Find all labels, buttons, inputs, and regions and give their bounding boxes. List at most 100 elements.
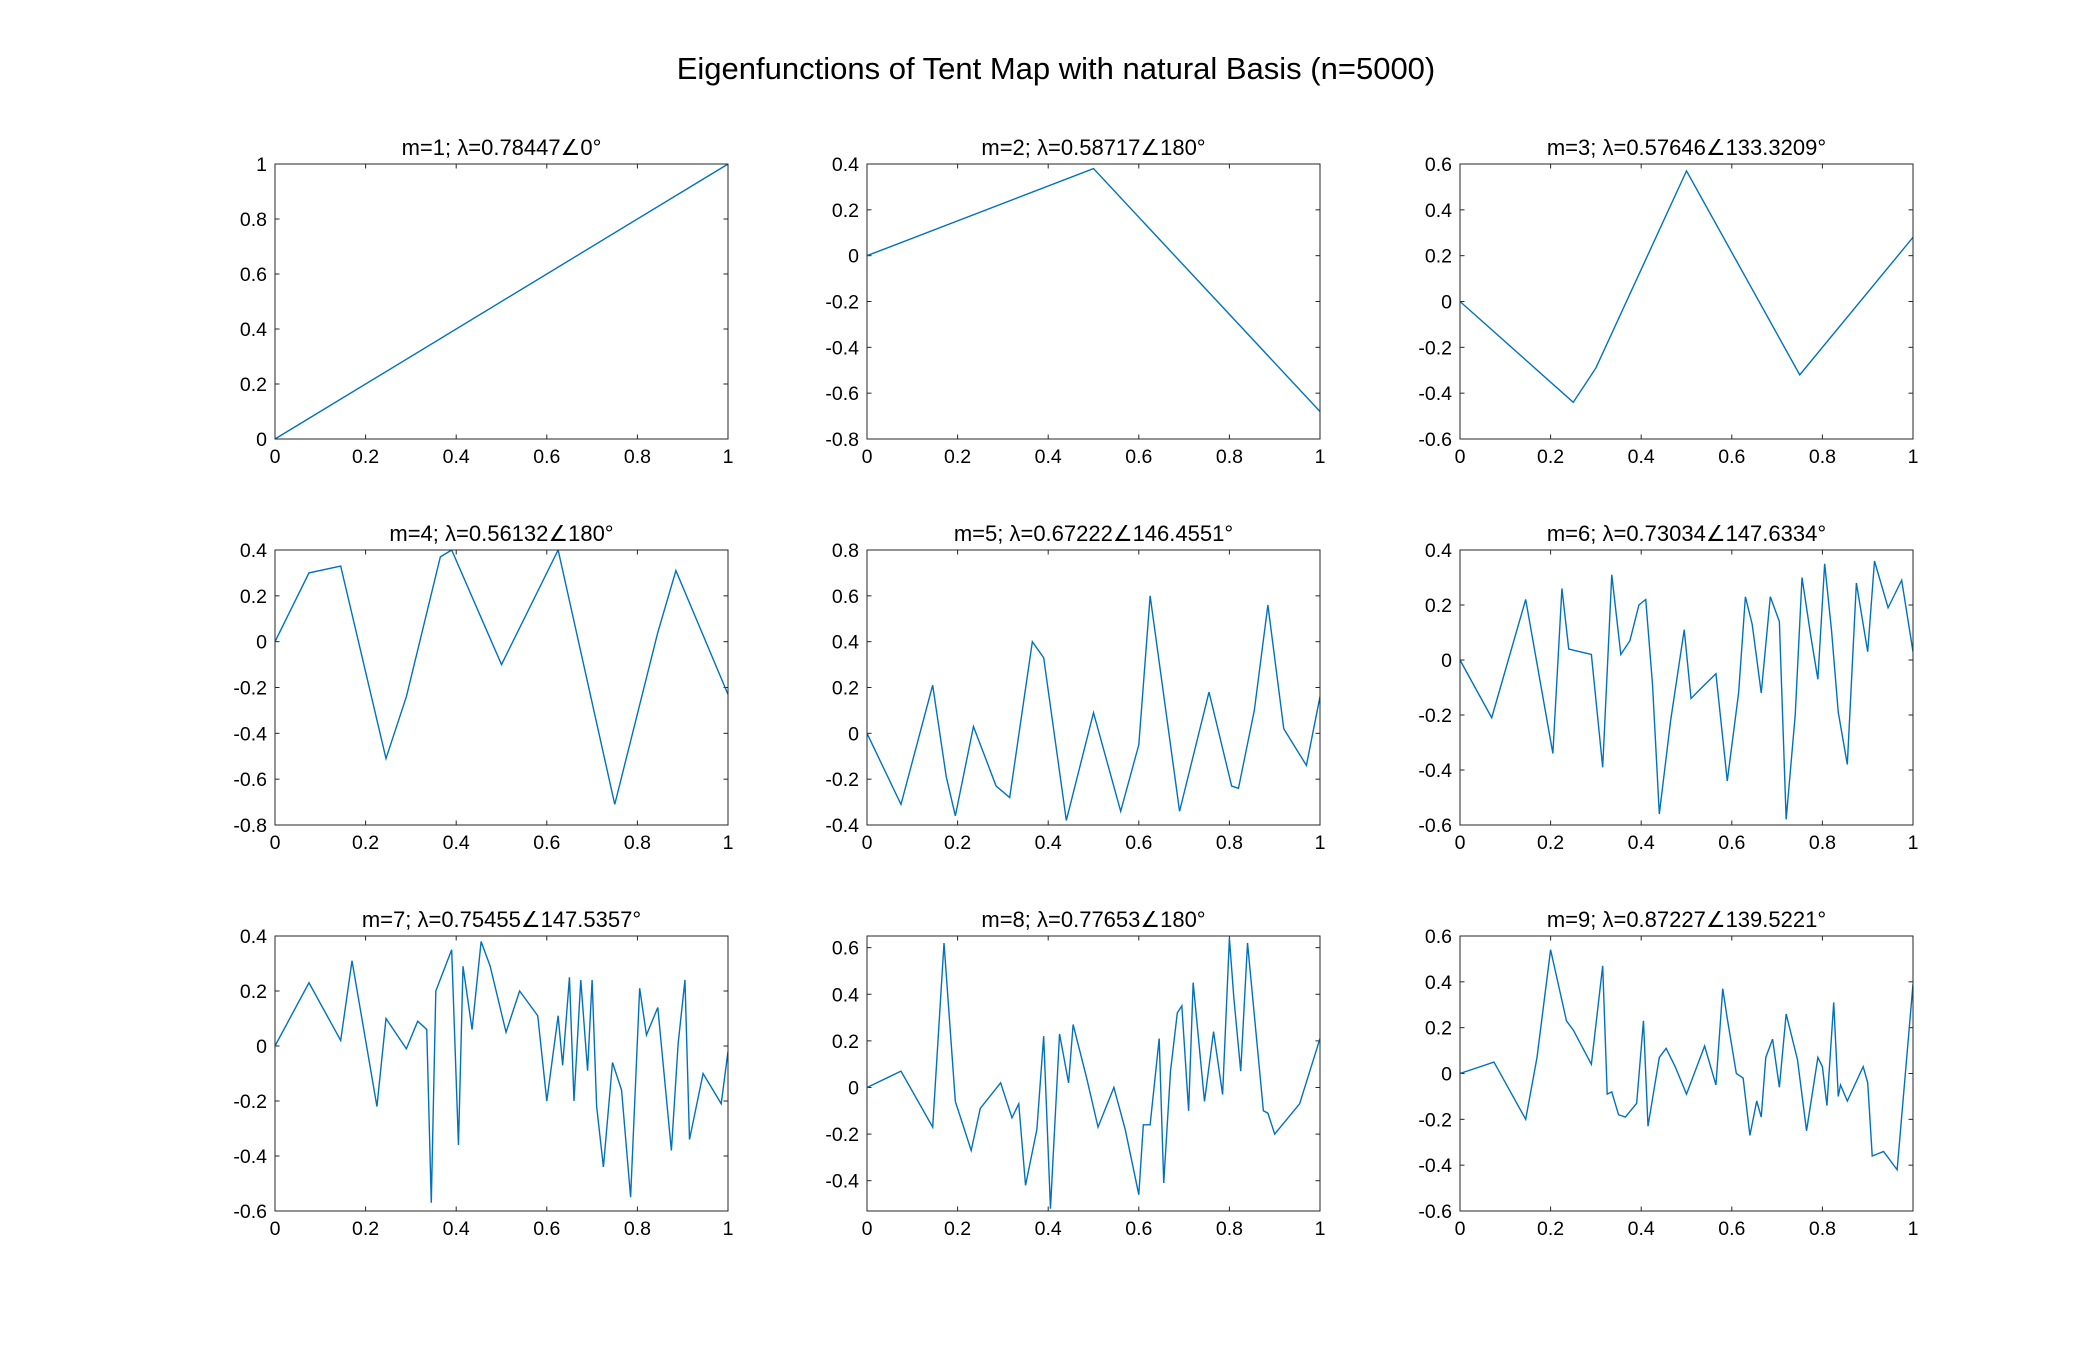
axes-box: [1459, 163, 1914, 440]
x-tick-label: 0.6: [1718, 832, 1745, 854]
x-tick-label: 0.2: [1537, 832, 1564, 854]
x-tick-label: 0.8: [1216, 1218, 1243, 1240]
subplot-title: m=2; λ=0.58717∠180°: [981, 135, 1205, 160]
x-tick-label: 0: [1455, 1218, 1466, 1240]
subplot-m4: m=4; λ=0.56132∠180° 0 0.2 0.4 0.6 0.8 1 -0.8 -0.…: [233, 521, 733, 854]
subplot-title: m=6; λ=0.73034∠147.6334°: [1547, 521, 1826, 546]
x-tick-label: 0.4: [1628, 1218, 1655, 1240]
x-tick-label: 0: [862, 832, 873, 854]
y-tick-label: -0.2: [233, 678, 267, 700]
x-tick-label: 0.6: [1718, 1218, 1745, 1240]
y-tick-label: -0.6: [825, 383, 859, 405]
plot-area: [275, 550, 728, 825]
y-tick-label: 0.6: [832, 586, 859, 608]
y-tick-label: -0.4: [233, 723, 267, 745]
series-line: [1460, 560, 1913, 820]
y-tick-label: 0.4: [832, 154, 859, 176]
subplot-title: m=3; λ=0.57646∠133.3209°: [1547, 135, 1826, 160]
subplot-title: m=9; λ=0.87227∠139.5221°: [1547, 907, 1826, 932]
y-tick-label: -0.2: [825, 292, 859, 314]
x-tick-label: 0: [1455, 446, 1466, 468]
series-line: [275, 550, 728, 805]
y-tick-label: -0.4: [825, 1171, 859, 1193]
x-tick-label: 0.2: [944, 832, 971, 854]
y-tick-label: -0.4: [1418, 383, 1452, 405]
y-tick-label: 0.4: [240, 926, 267, 948]
series-line: [275, 164, 728, 439]
axes-box: [274, 935, 729, 1212]
subplot-m7: m=7; λ=0.75455∠147.5357° 0 0.2 0.4 0.6 0.8 1 -0…: [233, 907, 733, 1240]
y-tick-label: 0.2: [240, 374, 267, 396]
x-tick-label: 1: [1908, 1218, 1919, 1240]
x-tick-label: 0.8: [624, 832, 651, 854]
series-line: [867, 595, 1320, 821]
y-tick-label: -0.8: [233, 815, 267, 837]
x-tick-label: 0: [862, 446, 873, 468]
x-tick-label: 0.8: [1809, 832, 1836, 854]
y-tick-label: -0.4: [825, 337, 859, 359]
axes-box: [866, 549, 1321, 826]
subplot-title: m=8; λ=0.77653∠180°: [981, 907, 1205, 932]
y-tick-label: 0.4: [240, 319, 267, 341]
x-tick-label: 0.2: [352, 832, 379, 854]
plot-area: [1460, 164, 1913, 439]
subplot-m8: m=8; λ=0.77653∠180° 0 0.2 0.4 0.6 0.8 1 -0.4 -0.…: [825, 907, 1325, 1240]
figure-title: Eigenfunctions of Tent Map with natural …: [677, 51, 1436, 86]
x-tick-label: 0.6: [533, 1218, 560, 1240]
y-tick-label: -0.4: [1418, 1155, 1452, 1177]
x-tick-label: 0: [862, 1218, 873, 1240]
x-tick-label: 0.2: [1537, 446, 1564, 468]
y-tick-label: -0.6: [1418, 815, 1452, 837]
y-tick-label: 0.6: [240, 264, 267, 286]
plot-area: [867, 550, 1320, 825]
x-tick-label: 0.4: [443, 1218, 470, 1240]
y-tick-label: -0.2: [1418, 1109, 1452, 1131]
x-tick-label: 1: [723, 832, 734, 854]
y-tick-label: -0.4: [1418, 760, 1452, 782]
subplot-m5: m=5; λ=0.67222∠146.4551° 0 0.2 0.4 0.6 0.8 1 -0…: [825, 521, 1325, 854]
y-tick-label: 0: [848, 1077, 859, 1099]
y-tick-label: 1: [256, 154, 267, 176]
y-tick-label: 0.6: [832, 938, 859, 960]
x-tick-label: 1: [1315, 1218, 1326, 1240]
y-tick-label: 0.2: [832, 1031, 859, 1053]
axes-box: [274, 549, 729, 826]
x-tick-label: 0.2: [352, 1218, 379, 1240]
x-tick-label: 0.6: [1718, 446, 1745, 468]
y-tick-label: -0.2: [825, 1124, 859, 1146]
y-tick-label: 0.2: [240, 981, 267, 1003]
x-tick-label: 0: [270, 832, 281, 854]
x-tick-label: 0.4: [443, 832, 470, 854]
y-tick-label: 0: [848, 723, 859, 745]
y-tick-label: 0.8: [832, 540, 859, 562]
x-tick-label: 0.4: [1628, 446, 1655, 468]
y-tick-label: 0: [1441, 292, 1452, 314]
axes-box: [866, 163, 1321, 440]
y-tick-label: 0: [256, 1036, 267, 1058]
y-tick-label: -0.2: [1418, 705, 1452, 727]
x-tick-label: 1: [1315, 446, 1326, 468]
x-tick-label: 1: [723, 1218, 734, 1240]
y-tick-label: 0: [256, 632, 267, 654]
subplot-m9: m=9; λ=0.87227∠139.5221° 0 0.2 0.4 0.6 0.8 1 -0…: [1418, 907, 1918, 1240]
x-tick-label: 0.6: [1125, 1218, 1152, 1240]
plot-area: [275, 936, 728, 1211]
y-tick-label: -0.2: [1418, 337, 1452, 359]
y-tick-label: 0.2: [1425, 246, 1452, 268]
plot-area: [1460, 550, 1913, 825]
x-tick-label: 0: [270, 446, 281, 468]
x-tick-label: 0: [270, 1218, 281, 1240]
y-tick-label: -0.6: [233, 1201, 267, 1223]
subplot-grid: m=1; λ=0.78447∠0° 0 0.2 0.4 0.6 0.8 1 0 0.2 0.4 0.…: [233, 135, 1918, 1240]
x-tick-label: 1: [723, 446, 734, 468]
x-tick-label: 0: [1455, 832, 1466, 854]
subplot-m1: m=1; λ=0.78447∠0° 0 0.2 0.4 0.6 0.8 1 0 0.2 0.4 0.…: [240, 135, 734, 468]
series-line: [867, 938, 1320, 1209]
y-tick-label: 0.4: [240, 540, 267, 562]
x-tick-label: 0.6: [1125, 832, 1152, 854]
x-tick-label: 0.6: [1125, 446, 1152, 468]
y-tick-label: 0.2: [1425, 1018, 1452, 1040]
y-tick-label: 0.2: [240, 586, 267, 608]
x-tick-label: 0.2: [352, 446, 379, 468]
